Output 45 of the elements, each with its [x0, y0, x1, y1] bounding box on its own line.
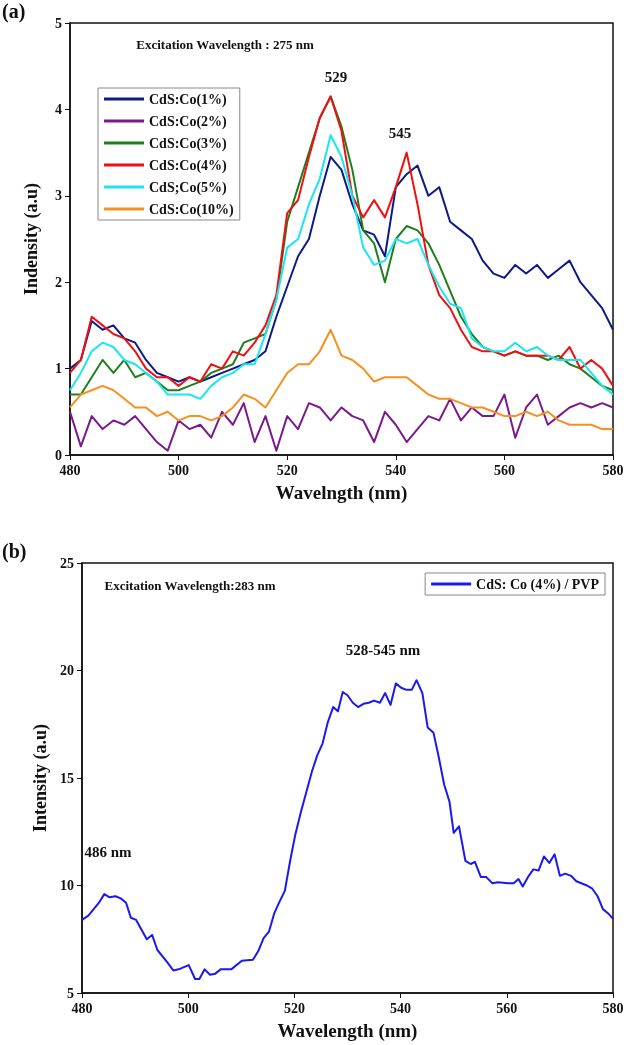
y-tick-label: 10 — [60, 878, 74, 893]
y-tick-label: 3 — [55, 188, 62, 204]
y-tick-label: 2 — [55, 274, 62, 290]
annotation: 528-545 nm — [345, 642, 421, 658]
legend-label: CdS;Co(5%) — [149, 179, 228, 196]
x-tick-label: 580 — [602, 1000, 624, 1016]
y-axis-title: Intensity (a.u) — [30, 723, 52, 833]
line-series — [69, 328, 614, 431]
annotation: Excitation Wavelength : 275 nm — [136, 36, 314, 52]
x-tick-label: 560 — [493, 462, 515, 478]
y-tick-label: 15 — [60, 770, 74, 786]
x-tick-label: 540 — [385, 462, 407, 478]
x-tick-label: 520 — [283, 1000, 305, 1016]
y-tick-label: 20 — [60, 663, 74, 678]
legend-label: CdS:Co(10%) — [149, 201, 235, 218]
y-tick-label: 4 — [55, 101, 62, 117]
line-series — [81, 679, 614, 981]
legend-label: CdS: Co (4%) / PVP — [476, 576, 600, 593]
line-series — [69, 393, 614, 452]
annotation: 486 nm — [84, 844, 133, 860]
legend-label: CdS:Co(3%) — [149, 135, 228, 152]
y-tick-label: 1 — [55, 361, 62, 377]
annotation: Excitation Wavelength:283 nm — [104, 577, 276, 593]
y-tick-label: 5 — [67, 985, 74, 1001]
x-tick-label: 560 — [496, 1000, 518, 1016]
x-tick-label: 500 — [177, 1000, 199, 1016]
y-tick-label: 5 — [55, 15, 62, 31]
legend-label: CdS:Co(4%) — [149, 157, 228, 174]
y-axis-title: Indensity (a.u) — [21, 182, 42, 296]
x-tick-label: 540 — [390, 1000, 412, 1016]
legend-label: CdS:Co(1%) — [149, 91, 228, 108]
legend-label: CdS:Co(2%) — [149, 113, 228, 130]
x-tick-label: 520 — [276, 462, 298, 478]
y-tick-label: 0 — [55, 447, 62, 463]
x-tick-label: 480 — [71, 1000, 93, 1016]
y-tick-label: 25 — [60, 555, 74, 571]
x-tick-label: 500 — [168, 462, 190, 478]
annotation: 529 — [324, 69, 348, 85]
x-tick-label: 580 — [602, 462, 624, 478]
x-axis-title: Wavelength (nm) — [277, 1020, 418, 1042]
x-axis-title: Wavelngth (nm) — [275, 482, 408, 504]
x-tick-label: 480 — [59, 462, 81, 478]
chart-title: (b) — [2, 540, 27, 563]
annotation: 545 — [388, 125, 412, 141]
chart-title: (a) — [2, 0, 26, 23]
